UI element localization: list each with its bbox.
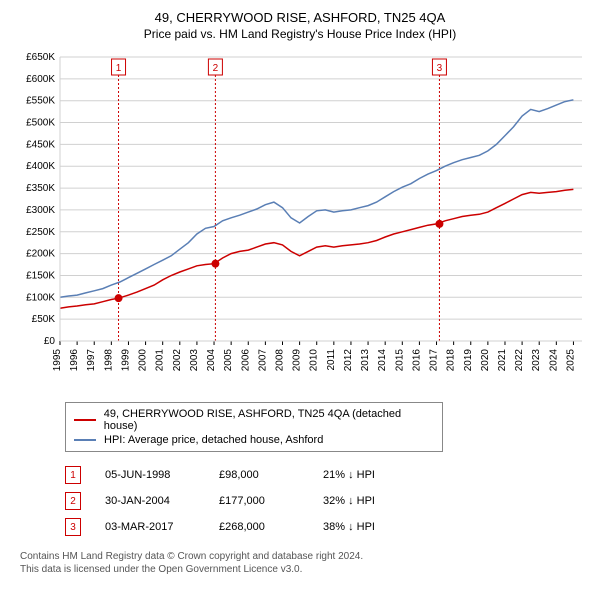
svg-text:1995: 1995 [52,349,63,372]
svg-text:1: 1 [116,63,122,74]
events-table: 1 05-JUN-1998 £98,000 21% ↓ HPI 2 30-JAN… [65,462,590,540]
event-row-3: 3 03-MAR-2017 £268,000 38% ↓ HPI [65,514,590,540]
legend-row-hpi: HPI: Average price, detached house, Ashf… [74,433,434,447]
svg-text:2005: 2005 [223,349,234,372]
chart-subtitle: Price paid vs. HM Land Registry's House … [10,27,590,41]
legend-swatch-hpi [74,439,96,441]
footnote-line-2: This data is licensed under the Open Gov… [20,563,590,576]
svg-text:£250K: £250K [26,227,55,238]
chart-title: 49, CHERRYWOOD RISE, ASHFORD, TN25 4QA [10,10,590,25]
svg-text:1996: 1996 [69,349,80,372]
svg-text:£450K: £450K [26,139,55,150]
event-price-1: £98,000 [219,469,299,481]
svg-text:2010: 2010 [309,349,320,372]
legend: 49, CHERRYWOOD RISE, ASHFORD, TN25 4QA (… [65,402,443,452]
svg-text:£150K: £150K [26,270,55,281]
svg-text:2006: 2006 [240,349,251,372]
svg-text:£50K: £50K [32,314,56,325]
svg-text:2008: 2008 [274,349,285,372]
event-marker-3: 3 [65,518,81,536]
svg-text:2014: 2014 [377,349,388,372]
event-price-2: £177,000 [219,495,299,507]
svg-text:1997: 1997 [86,349,97,372]
svg-text:1998: 1998 [103,349,114,372]
legend-label-price-paid: 49, CHERRYWOOD RISE, ASHFORD, TN25 4QA (… [104,408,434,432]
event-diff-1: 21% ↓ HPI [323,469,423,481]
svg-text:£350K: £350K [26,183,55,194]
svg-text:£200K: £200K [26,249,55,260]
svg-text:3: 3 [437,63,443,74]
event-row-1: 1 05-JUN-1998 £98,000 21% ↓ HPI [65,462,590,488]
event-diff-3: 38% ↓ HPI [323,521,423,533]
svg-text:2012: 2012 [343,349,354,372]
event-row-2: 2 30-JAN-2004 £177,000 32% ↓ HPI [65,488,590,514]
svg-text:2007: 2007 [257,349,268,372]
svg-text:£300K: £300K [26,205,55,216]
svg-text:£550K: £550K [26,96,55,107]
svg-text:2015: 2015 [394,349,405,372]
svg-text:2018: 2018 [446,349,457,372]
svg-text:2013: 2013 [360,349,371,372]
svg-text:2019: 2019 [463,349,474,372]
event-diff-2: 32% ↓ HPI [323,495,423,507]
svg-text:2003: 2003 [189,349,200,372]
footnote-line-1: Contains HM Land Registry data © Crown c… [20,550,590,563]
svg-text:1999: 1999 [120,349,131,372]
svg-text:2023: 2023 [531,349,542,372]
svg-text:2011: 2011 [326,349,337,371]
svg-text:2016: 2016 [411,349,422,372]
svg-text:2009: 2009 [292,349,303,372]
event-marker-1: 1 [65,466,81,484]
svg-text:2024: 2024 [548,349,559,372]
svg-text:2022: 2022 [514,349,525,372]
chart-area: £0 £50K £100K £150K £200K £250K £300K £350K £400… [10,49,590,394]
legend-label-hpi: HPI: Average price, detached house, Ashf… [104,434,323,446]
svg-text:£600K: £600K [26,74,55,85]
footnote: Contains HM Land Registry data © Crown c… [20,550,590,576]
svg-text:2020: 2020 [480,349,491,372]
svg-text:£0: £0 [44,336,56,347]
svg-text:2001: 2001 [155,349,166,372]
svg-text:2017: 2017 [429,349,440,372]
event-date-3: 03-MAR-2017 [105,521,195,533]
event-marker-2: 2 [65,492,81,510]
svg-text:2025: 2025 [565,349,576,372]
event-date-1: 05-JUN-1998 [105,469,195,481]
line-chart-svg: £0 £50K £100K £150K £200K £250K £300K £350K £400… [10,49,590,389]
svg-text:£500K: £500K [26,118,55,129]
svg-text:2002: 2002 [172,349,183,372]
legend-row-price-paid: 49, CHERRYWOOD RISE, ASHFORD, TN25 4QA (… [74,407,434,433]
svg-text:£650K: £650K [26,52,55,63]
svg-text:2021: 2021 [497,349,508,372]
legend-swatch-price-paid [74,419,96,421]
event-date-2: 30-JAN-2004 [105,495,195,507]
svg-text:£400K: £400K [26,161,55,172]
page-container: 49, CHERRYWOOD RISE, ASHFORD, TN25 4QA P… [0,0,600,584]
svg-text:2004: 2004 [206,349,217,372]
svg-text:2000: 2000 [138,349,149,372]
svg-text:2: 2 [213,63,219,74]
svg-text:£100K: £100K [26,292,55,303]
event-price-3: £268,000 [219,521,299,533]
